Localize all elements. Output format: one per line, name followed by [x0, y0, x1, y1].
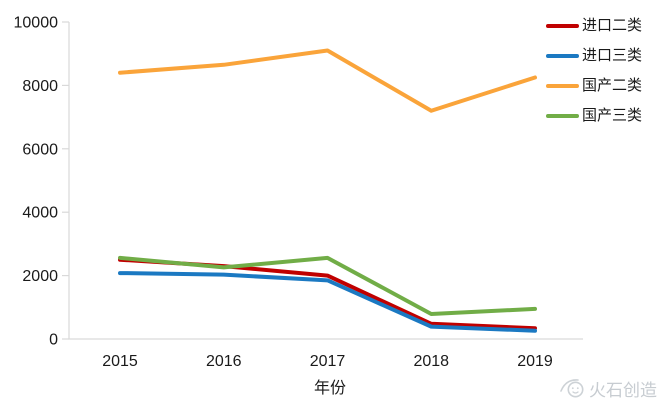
series-line-1 — [118, 257, 537, 331]
series-line-4 — [118, 255, 537, 316]
y-tick-label: 8000 — [22, 78, 58, 95]
y-tick-label: 2000 — [22, 268, 58, 285]
legend-label: 国产二类 — [582, 77, 643, 94]
x-tick-label: 2016 — [206, 353, 242, 370]
legend-item-domestic-class-3: 国产三类 — [546, 108, 642, 124]
y-tick-label: 4000 — [22, 205, 58, 222]
x-tick-label: 2019 — [517, 353, 553, 370]
legend-label: 进口三类 — [582, 47, 643, 64]
series-line-2 — [118, 271, 537, 333]
x-axis-title: 年份 — [313, 380, 346, 397]
y-tick-label: 6000 — [22, 141, 58, 158]
legend-swatch-import-class-3 — [546, 53, 579, 59]
x-tick-label: 2018 — [413, 353, 449, 370]
legend-item-domestic-class-2: 国产二类 — [546, 78, 642, 94]
x-tick-label: 2015 — [102, 353, 138, 370]
x-tick-label: 2017 — [310, 353, 346, 370]
legend-swatch-domestic-class-3 — [546, 113, 579, 119]
legend-item-import-class-2: 进口二类 — [546, 18, 642, 34]
legend-item-import-class-3: 进口三类 — [546, 48, 642, 64]
watermark: 火石创造 — [559, 375, 657, 401]
huoshi-logo-icon — [560, 379, 584, 398]
y-tick-label: 10000 — [14, 15, 59, 32]
legend-label: 国产三类 — [582, 107, 643, 124]
legend-swatch-domestic-class-2 — [546, 83, 579, 89]
legend: 进口二类 进口三类 国产二类 国产三类 — [546, 18, 642, 124]
series-line-3 — [118, 48, 537, 113]
legend-label: 进口二类 — [582, 17, 643, 34]
y-tick-label: 0 — [49, 332, 58, 349]
legend-swatch-import-class-2 — [546, 23, 579, 29]
watermark-text: 火石创造 — [589, 380, 657, 400]
